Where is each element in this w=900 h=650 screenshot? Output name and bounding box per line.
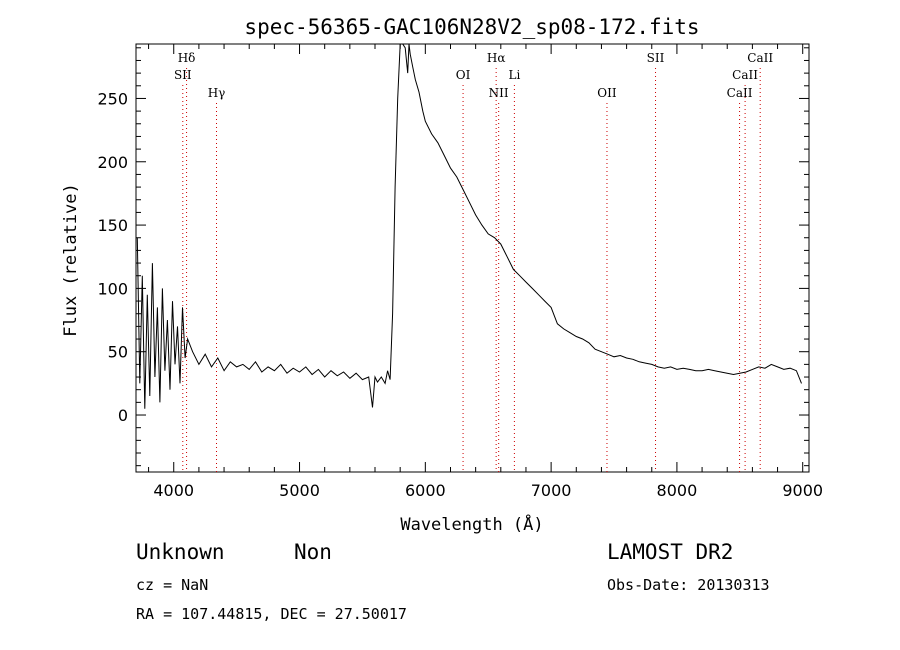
x-tick-label: 6000 <box>405 481 446 500</box>
chart-title: spec-56365-GAC106N28V2_sp08-172.fits <box>244 15 699 39</box>
line-marker-label: Hδ <box>178 51 196 65</box>
x-tick-label: 4000 <box>153 481 194 500</box>
spectral-line-markers: Hδ SII Hγ OI Hα NII Li OII SII CaII CaII CaII <box>174 51 773 472</box>
obs-date: Obs-Date: 20130313 <box>607 576 770 594</box>
object-subclass: Non <box>294 540 332 564</box>
x-tick-label: 5000 <box>279 481 320 500</box>
line-marker-label: Hα <box>487 51 506 65</box>
x-axis-label: Wavelength (Å) <box>400 513 543 535</box>
line-marker-label: CaII <box>747 51 773 65</box>
spectrum-line <box>136 43 802 409</box>
line-marker-label: Hγ <box>208 86 226 100</box>
ra-dec: RA = 107.44815, DEC = 27.50017 <box>136 605 407 623</box>
y-tick-label: 250 <box>97 89 128 108</box>
axis-ticks: 4000 5000 6000 7000 8000 9000 0 50 100 150 200 250 <box>97 44 823 500</box>
line-marker-label: SII <box>174 68 192 82</box>
y-tick-label: 50 <box>108 343 128 362</box>
line-marker-label: CaII <box>727 86 753 100</box>
line-marker-label: OI <box>456 68 471 82</box>
plot-axes <box>135 43 810 473</box>
spectrum-series <box>136 43 802 409</box>
line-marker-label: Li <box>508 68 520 82</box>
y-axis-label: Flux (relative) <box>61 183 81 337</box>
redshift-cz: cz = NaN <box>136 576 208 594</box>
line-marker-label: SII <box>647 51 665 65</box>
y-tick-label: 0 <box>118 406 128 425</box>
plot-frame <box>135 43 810 473</box>
y-tick-label: 100 <box>97 279 128 298</box>
y-tick-label: 200 <box>97 153 128 172</box>
x-tick-label: 7000 <box>531 481 572 500</box>
line-marker-label: NII <box>489 86 509 100</box>
x-tick-label: 8000 <box>657 481 698 500</box>
line-marker-label: OII <box>597 86 617 100</box>
x-tick-label: 9000 <box>782 481 823 500</box>
object-class: Unknown <box>136 540 225 564</box>
line-marker-label: CaII <box>732 68 758 82</box>
y-tick-label: 150 <box>97 216 128 235</box>
survey-name: LAMOST DR2 <box>607 540 733 564</box>
